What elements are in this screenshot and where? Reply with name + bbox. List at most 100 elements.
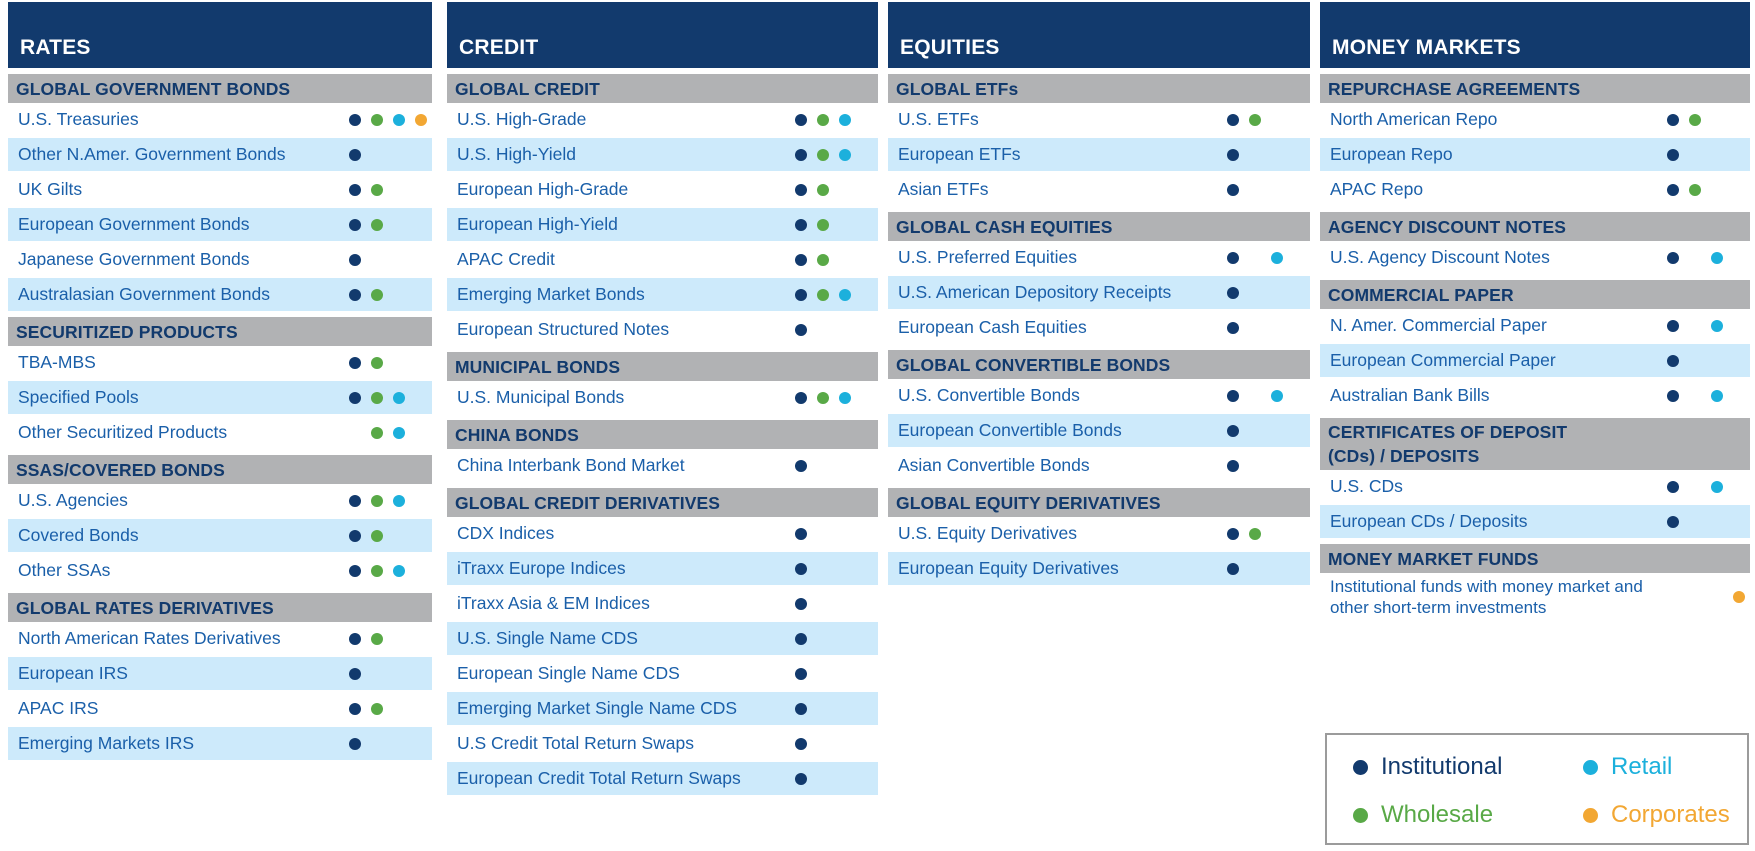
dot-slot-institutional	[344, 554, 366, 587]
client-type-dots	[344, 278, 432, 311]
dot-slot-empty	[1288, 552, 1310, 585]
client-type-dots	[790, 381, 878, 414]
dot-slot-empty	[344, 416, 366, 449]
wholesale-dot-icon	[371, 702, 383, 715]
dot-slot-wholesale	[366, 416, 388, 449]
wholesale-dot-icon	[371, 564, 383, 577]
retail-dot-icon	[393, 494, 405, 507]
dot-slot-institutional	[344, 103, 366, 136]
institutional-dot-icon	[795, 183, 807, 196]
product-row-itraxx-europe-indices: iTraxx Europe Indices	[447, 552, 878, 585]
column-equities: EQUITIES GLOBAL ETFs U.S. ETFs European ETF…	[888, 2, 1310, 587]
dot-slot-empty	[1288, 138, 1310, 171]
dot-slot-retail	[834, 381, 856, 414]
dot-slot-empty	[1662, 573, 1684, 621]
dot-slot-empty	[1684, 573, 1706, 621]
product-row-u-s-credit-total-return-swaps: U.S Credit Total Return Swaps	[447, 727, 878, 760]
dot-slot-empty	[856, 517, 878, 550]
retail-dot-icon	[393, 426, 405, 439]
product-label: U.S. Agency Discount Notes	[1330, 247, 1550, 267]
institutional-dot-icon	[1667, 354, 1679, 367]
product-row-european-structured-notes: European Structured Notes	[447, 313, 878, 346]
institutional-dot-icon	[795, 667, 807, 680]
dot-slot-institutional	[1222, 311, 1244, 344]
product-row-asian-convertible-bonds: Asian Convertible Bonds	[888, 449, 1310, 482]
dot-slot-empty	[1266, 517, 1288, 550]
product-label: U.S. Convertible Bonds	[898, 385, 1080, 405]
institutional-dot-icon	[1667, 515, 1679, 528]
client-type-dots	[344, 416, 432, 449]
dot-slot-institutional	[790, 692, 812, 725]
dot-slot-institutional	[1662, 173, 1684, 206]
dot-slot-empty	[410, 243, 432, 276]
client-type-dots	[1662, 103, 1750, 136]
client-type-dots	[344, 138, 432, 171]
client-type-dots	[790, 243, 878, 276]
legend-item-corporates: Corporates	[1583, 801, 1730, 829]
dot-slot-empty	[388, 346, 410, 379]
dot-slot-institutional	[790, 517, 812, 550]
dot-slot-institutional	[1222, 379, 1244, 412]
product-label: European High-Yield	[457, 214, 618, 234]
retail-dot-icon	[393, 564, 405, 577]
retail-dot-icon	[393, 113, 405, 126]
section-header-global-government-bonds: GLOBAL GOVERNMENT BONDS	[8, 74, 432, 103]
product-label: U.S. Municipal Bonds	[457, 387, 625, 407]
product-label: European ETFs	[898, 144, 1021, 164]
institutional-dot-icon	[349, 702, 361, 715]
dot-slot-empty	[1244, 414, 1266, 447]
dot-slot-empty	[388, 622, 410, 655]
column-title-money-markets: MONEY MARKETS	[1320, 2, 1750, 68]
client-type-dots	[790, 313, 878, 346]
wholesale-dot-icon	[1689, 183, 1701, 196]
dot-slot-institutional	[344, 243, 366, 276]
product-row-u-s-etfs: U.S. ETFs	[888, 103, 1310, 136]
product-label: Other SSAs	[18, 560, 111, 580]
product-label: European Convertible Bonds	[898, 420, 1122, 440]
dot-slot-empty	[1728, 470, 1750, 503]
product-label: Institutional funds with money market an…	[1330, 577, 1643, 617]
dot-slot-empty	[1728, 344, 1750, 377]
dot-slot-empty	[1728, 103, 1750, 136]
institutional-dot-icon	[1227, 148, 1239, 161]
dot-slot-institutional	[790, 727, 812, 760]
product-label: U.S. ETFs	[898, 109, 979, 129]
institutional-dot-icon	[1667, 183, 1679, 196]
dot-slot-empty	[834, 243, 856, 276]
corporates-dot-icon	[415, 113, 427, 126]
dot-slot-institutional	[344, 622, 366, 655]
dot-slot-empty	[812, 657, 834, 690]
legend-item-institutional: Institutional	[1353, 753, 1583, 781]
product-label: European Commercial Paper	[1330, 350, 1556, 370]
institutional-dot-icon	[349, 148, 361, 161]
dot-slot-institutional	[790, 313, 812, 346]
dot-slot-empty	[834, 622, 856, 655]
client-type-dots	[1222, 517, 1310, 550]
product-label: iTraxx Europe Indices	[457, 558, 626, 578]
dot-slot-institutional	[790, 278, 812, 311]
dot-slot-institutional	[1222, 241, 1244, 274]
product-label: iTraxx Asia & EM Indices	[457, 593, 650, 613]
section-header-ssas-covered-bonds: SSAS/COVERED BONDS	[8, 455, 432, 484]
dot-slot-corporates	[1728, 573, 1750, 621]
section-header-global-etfs: GLOBAL ETFs	[888, 74, 1310, 103]
product-row-european-cds-deposits: European CDs / Deposits	[1320, 505, 1750, 538]
dot-slot-wholesale	[366, 519, 388, 552]
product-row-u-s-american-depository-receipts: U.S. American Depository Receipts	[888, 276, 1310, 309]
section-header-line: CERTIFICATES OF DEPOSIT	[1328, 422, 1568, 442]
product-label: Asian ETFs	[898, 179, 989, 199]
retail-dot-icon	[839, 288, 851, 301]
dot-slot-empty	[1728, 379, 1750, 412]
dot-slot-empty	[388, 243, 410, 276]
institutional-dot-icon	[1227, 113, 1239, 126]
dot-slot-empty	[812, 313, 834, 346]
dot-slot-empty	[856, 552, 878, 585]
product-label: N. Amer. Commercial Paper	[1330, 315, 1547, 335]
dot-slot-empty	[1266, 276, 1288, 309]
institutional-dot-icon	[349, 113, 361, 126]
dot-slot-empty	[1244, 138, 1266, 171]
dot-slot-empty	[1684, 470, 1706, 503]
product-row-u-s-municipal-bonds: U.S. Municipal Bonds	[447, 381, 878, 414]
product-row-uk-gilts: UK Gilts	[8, 173, 432, 206]
dot-slot-institutional	[790, 173, 812, 206]
